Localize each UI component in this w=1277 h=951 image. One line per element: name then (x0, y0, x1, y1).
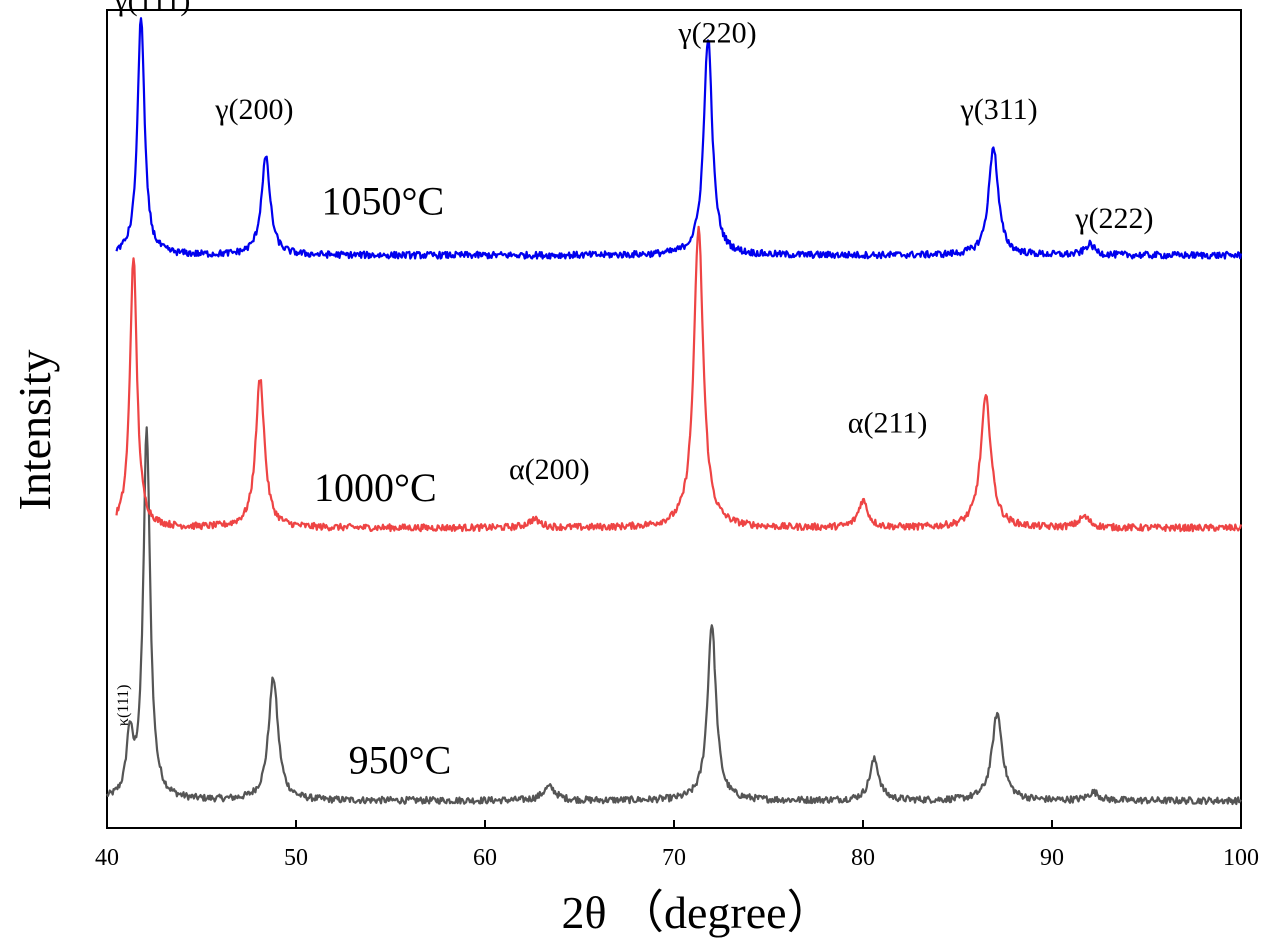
y-axis-title: Intensity (9, 350, 60, 511)
annotation-label-4: γ(311) (960, 93, 1038, 126)
x-tick-label-100: 100 (1223, 845, 1259, 871)
annotation-label-5: γ(222) (1074, 202, 1153, 235)
series-line-3 (115, 17, 1243, 260)
annotation-layer: γ(111) γ(200) γ(220) γ(311) γ(222) α(200) α(21… (113, 0, 1153, 783)
annotation-label-11: 950°C (349, 738, 452, 783)
series-line-1 (105, 426, 1242, 806)
x-tick-label-50: 50 (284, 845, 308, 871)
series-layer (105, 17, 1243, 806)
annotation-label-2: γ(200) (214, 93, 293, 126)
annotation-label-7: α(211) (848, 407, 928, 440)
x-tick-label-70: 70 (662, 845, 686, 871)
x-tick-label-40: 40 (95, 845, 119, 871)
x-tick-label-60: 60 (473, 845, 497, 871)
annotation-label-10: 1000°C (314, 465, 437, 510)
x-axis: 40 50 60 70 80 90 100 (95, 820, 1259, 871)
annotation-label-6: α(200) (509, 453, 590, 486)
annotation-label-1: γ(111) (113, 0, 190, 17)
x-axis-title: 2θ （degree） (561, 887, 832, 938)
annotation-label-3: γ(220) (677, 17, 756, 50)
annotation-label-9: 1050°C (322, 179, 445, 224)
series-line-2 (115, 225, 1243, 533)
annotation-label-8: κ(111) (115, 685, 132, 727)
x-tick-label-80: 80 (851, 845, 875, 871)
x-tick-label-90: 90 (1040, 845, 1064, 871)
